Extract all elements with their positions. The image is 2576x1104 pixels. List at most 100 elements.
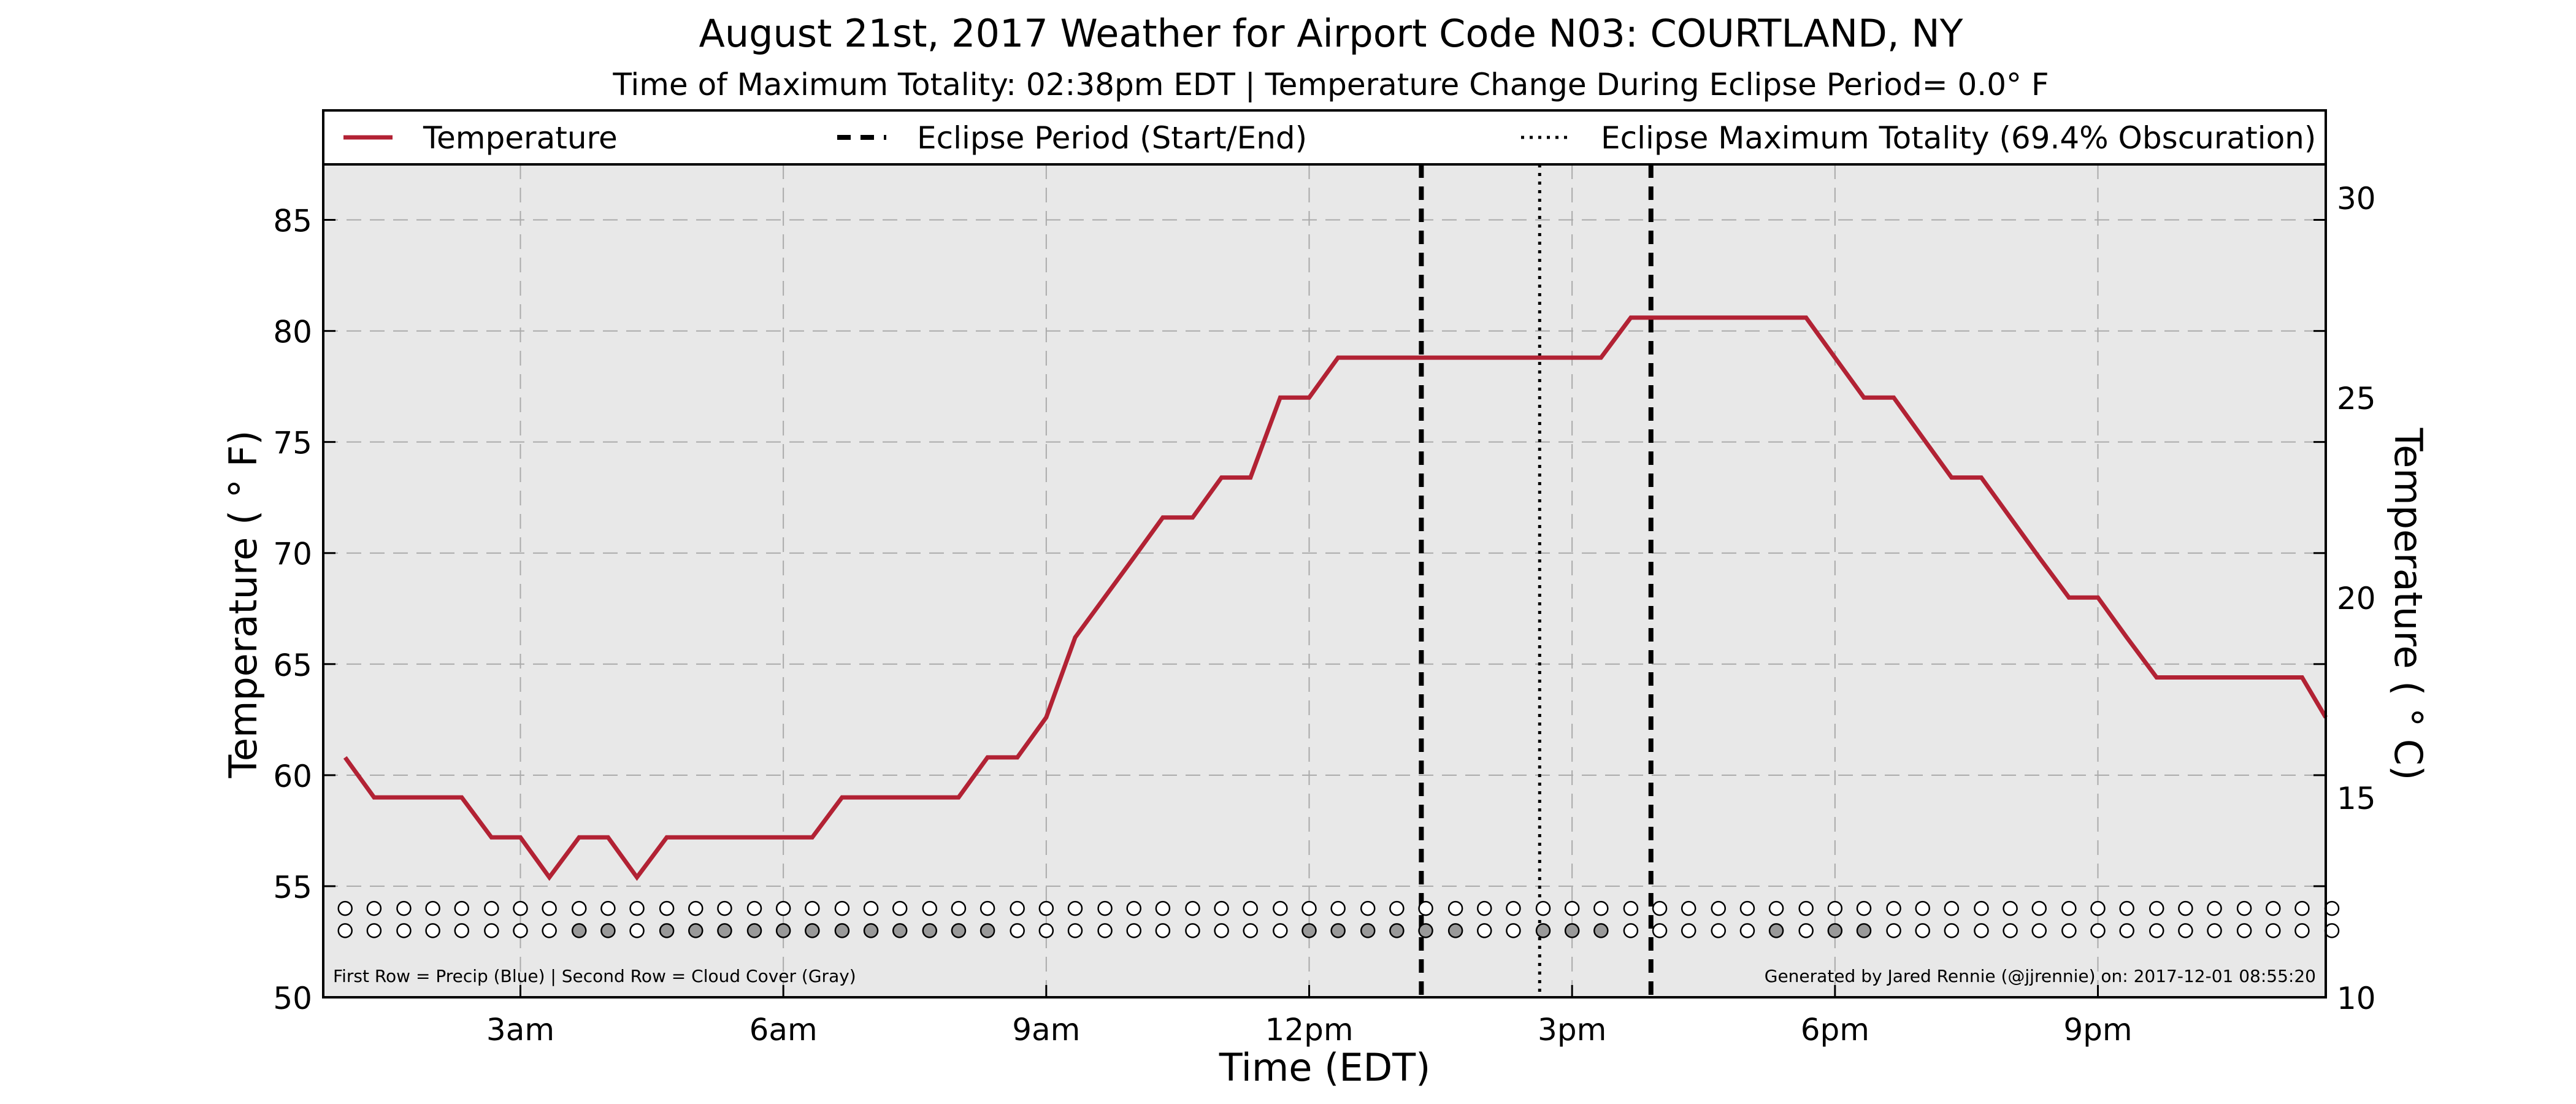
x-tick-label: 3am	[486, 1012, 554, 1048]
precip-marker	[1652, 900, 1668, 916]
precip-marker	[1623, 900, 1639, 916]
precip-marker	[1477, 900, 1492, 916]
cloud-marker	[1768, 923, 1784, 938]
legend: Temperature Eclipse Period (Start/End) Ecl…	[343, 120, 2316, 156]
precip-marker	[396, 900, 412, 916]
y-right-tick-label: 10	[2337, 981, 2376, 1016]
y-tick-label: 70	[273, 537, 312, 572]
precip-marker	[979, 900, 995, 916]
precip-marker	[892, 900, 908, 916]
precip-marker	[2149, 900, 2164, 916]
cloud-marker	[1243, 923, 1259, 938]
x-tick-label: 12pm	[1265, 1012, 1353, 1048]
precip-marker	[337, 900, 353, 916]
precip-marker	[746, 900, 762, 916]
y-axis-label-left: Temperature ( ° F)	[221, 431, 266, 779]
y-tick-label: 65	[273, 648, 312, 683]
cloud-marker	[454, 923, 470, 938]
temperature-line	[343, 315, 2328, 881]
cloud-marker	[1447, 923, 1463, 938]
y-tick-label: 85	[273, 204, 312, 239]
precip-marker	[775, 900, 791, 916]
precip-marker	[629, 900, 645, 916]
precip-marker	[922, 900, 938, 916]
cloud-marker	[1301, 923, 1317, 938]
precip-marker	[1185, 900, 1200, 916]
cloud-marker	[337, 923, 353, 938]
legend-label: Eclipse Period (Start/End)	[917, 120, 1307, 156]
cloud-marker	[1944, 923, 1960, 938]
footnote-right: Generated by Jared Rennie (@jjrennie) on…	[1765, 966, 2316, 986]
precip-marker	[1798, 900, 1814, 916]
cloud-marker	[2266, 923, 2281, 938]
precip-marker	[1564, 900, 1580, 916]
cloud-marker	[1652, 923, 1668, 938]
y-axis-label-right: Temperature ( ° C)	[2386, 427, 2431, 781]
cloud-marker	[571, 923, 587, 938]
precip-marker	[717, 900, 732, 916]
grid-lines	[323, 164, 2326, 997]
precip-marker	[1506, 900, 1521, 916]
temperature-series	[343, 315, 2328, 881]
y-tick-label: 50	[273, 981, 312, 1016]
y-tick-label: 60	[273, 759, 312, 794]
cloud-marker	[1739, 923, 1755, 938]
legend-label: Eclipse Maximum Totality (69.4% Obscurat…	[1601, 120, 2316, 156]
cloud-marker	[425, 923, 440, 938]
precip-marker	[1214, 900, 1229, 916]
precip-marker	[1447, 900, 1463, 916]
precip-marker	[1067, 900, 1083, 916]
precip-marker	[1915, 900, 1930, 916]
legend-box	[322, 109, 2327, 166]
precip-marker	[688, 900, 703, 916]
cloud-marker	[1623, 923, 1639, 938]
precip-marker	[542, 900, 557, 916]
cloud-marker	[542, 923, 557, 938]
eclipse-lines	[1419, 164, 1654, 997]
precip-marker	[425, 900, 440, 916]
cloud-marker	[1038, 923, 1054, 938]
precip-marker	[1739, 900, 1755, 916]
cloud-marker	[1593, 923, 1609, 938]
precip-marker	[1010, 900, 1025, 916]
cloud-marker	[1155, 923, 1171, 938]
cloud-marker	[1827, 923, 1843, 938]
cloud-marker	[805, 923, 820, 938]
cloud-marker	[484, 923, 499, 938]
cloud-marker	[979, 923, 995, 938]
precip-marker	[1155, 900, 1171, 916]
cloud-marker	[1711, 923, 1727, 938]
y-tick-label: 80	[273, 315, 312, 350]
precip-marker	[863, 900, 879, 916]
cloud-marker	[1856, 923, 1872, 938]
precip-marker	[454, 900, 470, 916]
precip-marker	[805, 900, 820, 916]
y-right-tick-label: 30	[2337, 181, 2376, 217]
cloud-marker	[688, 923, 703, 938]
y-right-tick-label: 20	[2337, 581, 2376, 616]
precip-marker	[951, 900, 967, 916]
precip-marker	[600, 900, 616, 916]
cloud-marker	[1564, 923, 1580, 938]
precip-marker	[834, 900, 850, 916]
y-right-tick-label: 15	[2337, 781, 2376, 816]
plot-area	[323, 164, 2326, 997]
precip-marker	[2119, 900, 2134, 916]
cloud-marker	[1067, 923, 1083, 938]
cloud-marker	[892, 923, 908, 938]
cloud-marker	[1126, 923, 1141, 938]
cloud-marker	[1798, 923, 1814, 938]
precip-marker	[1711, 900, 1727, 916]
cloud-marker	[2324, 923, 2340, 938]
precip-marker	[2003, 900, 2018, 916]
cloud-marker	[1886, 923, 1901, 938]
cloud-marker	[922, 923, 938, 938]
cloud-marker	[600, 923, 616, 938]
precip-marker	[1856, 900, 1872, 916]
cloud-marker	[1097, 923, 1113, 938]
precip-marker	[2236, 900, 2252, 916]
footnote-left: First Row = Precip (Blue) | Second Row =…	[333, 966, 856, 986]
precip-marker	[571, 900, 587, 916]
chart-subtitle: Time of Maximum Totality: 02:38pm EDT | …	[612, 67, 2049, 102]
precip-marker	[513, 900, 528, 916]
